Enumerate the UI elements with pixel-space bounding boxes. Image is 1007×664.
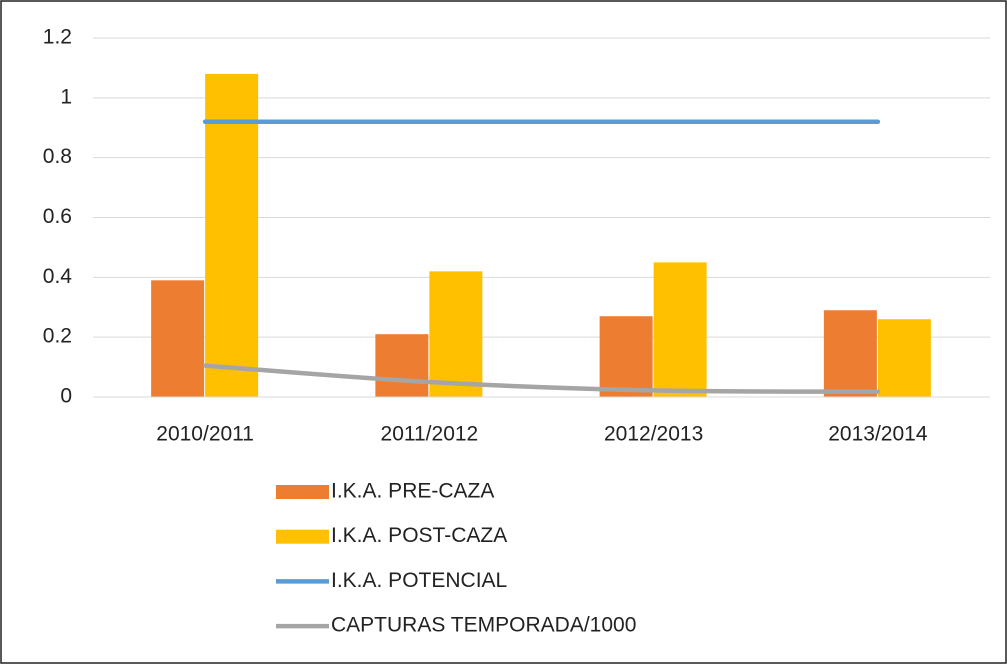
- legend-swatch: [276, 529, 329, 544]
- x-tick-label: 2010/2011: [156, 423, 254, 446]
- y-tick-label: 0: [60, 385, 72, 408]
- bar: [877, 319, 931, 397]
- legend-label: I.K.A. POST-CAZA: [331, 524, 507, 547]
- bar: [375, 334, 429, 397]
- bar: [429, 271, 483, 397]
- y-tick-label: 0.6: [43, 205, 72, 228]
- y-tick-label: 0.2: [43, 325, 72, 348]
- y-tick-label: 1.2: [43, 26, 72, 49]
- bar: [823, 310, 877, 397]
- x-tick-label: 2012/2013: [604, 423, 703, 446]
- bar: [653, 262, 707, 397]
- legend-label: I.K.A. PRE-CAZA: [331, 480, 494, 503]
- x-tick-label: 2011/2012: [381, 423, 479, 446]
- y-tick-label: 0.4: [43, 265, 73, 288]
- y-tick-label: 1: [60, 85, 72, 108]
- bar: [205, 73, 259, 398]
- bar: [151, 280, 205, 397]
- legend-label: CAPTURAS TEMPORADA/1000: [331, 614, 636, 637]
- y-tick-label: 0.8: [43, 145, 72, 168]
- line: [202, 363, 881, 394]
- bar: [599, 316, 653, 397]
- legend-label: I.K.A. POTENCIAL: [331, 569, 507, 592]
- legend-swatch: [276, 485, 329, 499]
- x-tick-label: 2013/2014: [828, 423, 928, 446]
